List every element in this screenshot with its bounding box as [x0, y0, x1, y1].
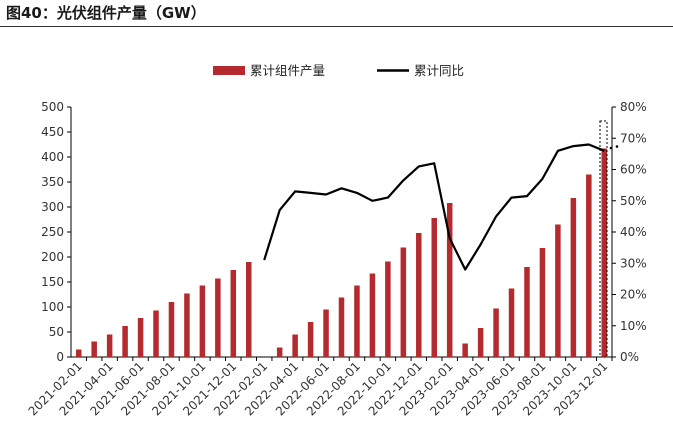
legend-bar-swatch	[213, 66, 245, 75]
y-left-tick-label: 50	[49, 325, 64, 339]
figure-title: 图40：光伏组件产量（GW）	[6, 4, 206, 22]
y-right-tick-label: 40%	[620, 225, 647, 239]
y-left-tick-label: 200	[41, 250, 64, 264]
line-series	[263, 143, 605, 271]
y-right-tick-label: 60%	[620, 163, 647, 177]
y-right-tick-label: 0%	[620, 350, 639, 364]
y-right-tick-label: 50%	[620, 194, 647, 208]
bar	[400, 247, 407, 357]
y-left-tick-label: 500	[41, 100, 64, 114]
bar	[338, 297, 345, 357]
bar	[354, 285, 360, 357]
forecast-dot	[609, 146, 613, 150]
bar	[586, 174, 592, 357]
bar	[570, 198, 577, 357]
legend-line-label: 累计同比	[414, 63, 464, 78]
bar	[601, 148, 608, 357]
bar	[416, 233, 422, 357]
bar	[385, 261, 391, 357]
forecast-dashed-box	[599, 120, 608, 358]
bar	[369, 273, 376, 357]
line-path	[263, 143, 605, 271]
y-left-tick-label: 150	[41, 275, 64, 289]
bar	[524, 267, 530, 357]
y-right-tick-label: 10%	[620, 319, 647, 333]
bar-series	[75, 148, 608, 357]
bar	[493, 308, 499, 357]
bar	[292, 334, 298, 357]
y-right-tick-label: 30%	[620, 256, 647, 270]
y-left-tick-label: 250	[41, 225, 64, 239]
bar	[307, 322, 314, 357]
bar	[106, 334, 113, 357]
forecast-dot	[615, 145, 619, 148]
bar	[199, 285, 206, 357]
bar	[539, 248, 546, 357]
bar	[75, 349, 82, 357]
bar	[276, 347, 283, 357]
y-right-tick-label: 80%	[620, 100, 647, 114]
y-right-tick-label: 20%	[620, 288, 647, 302]
legend-bar-label: 累计组件产量	[250, 63, 325, 78]
y-left-tick-label: 100	[41, 300, 64, 314]
bar	[555, 224, 561, 357]
bar	[168, 302, 175, 357]
bar	[446, 203, 453, 357]
axes: 0 50 100 150 200 250 300 350 400 450 500 0% 10% 20% 30…	[26, 100, 647, 418]
bar	[91, 341, 97, 357]
bar	[508, 288, 515, 357]
bar	[184, 293, 190, 357]
y-left-tick-label: 450	[41, 125, 64, 139]
bar	[246, 262, 252, 357]
forecast-marker	[599, 120, 619, 358]
y-left-tick-label: 0	[56, 350, 64, 364]
bar	[323, 309, 329, 357]
bar	[153, 310, 159, 357]
legend: 累计组件产量 累计同比	[213, 63, 464, 78]
bar	[122, 326, 128, 357]
y-right-tick-label: 70%	[620, 131, 647, 145]
bar	[137, 318, 144, 357]
bar	[431, 218, 437, 357]
bar	[230, 270, 237, 357]
y-left-tick-label: 300	[41, 200, 64, 214]
bar	[462, 343, 468, 357]
y-left-tick-label: 400	[41, 150, 64, 164]
title-divider	[0, 26, 673, 27]
y-left-tick-label: 350	[41, 175, 64, 189]
bar	[477, 328, 484, 357]
bar	[215, 278, 221, 357]
